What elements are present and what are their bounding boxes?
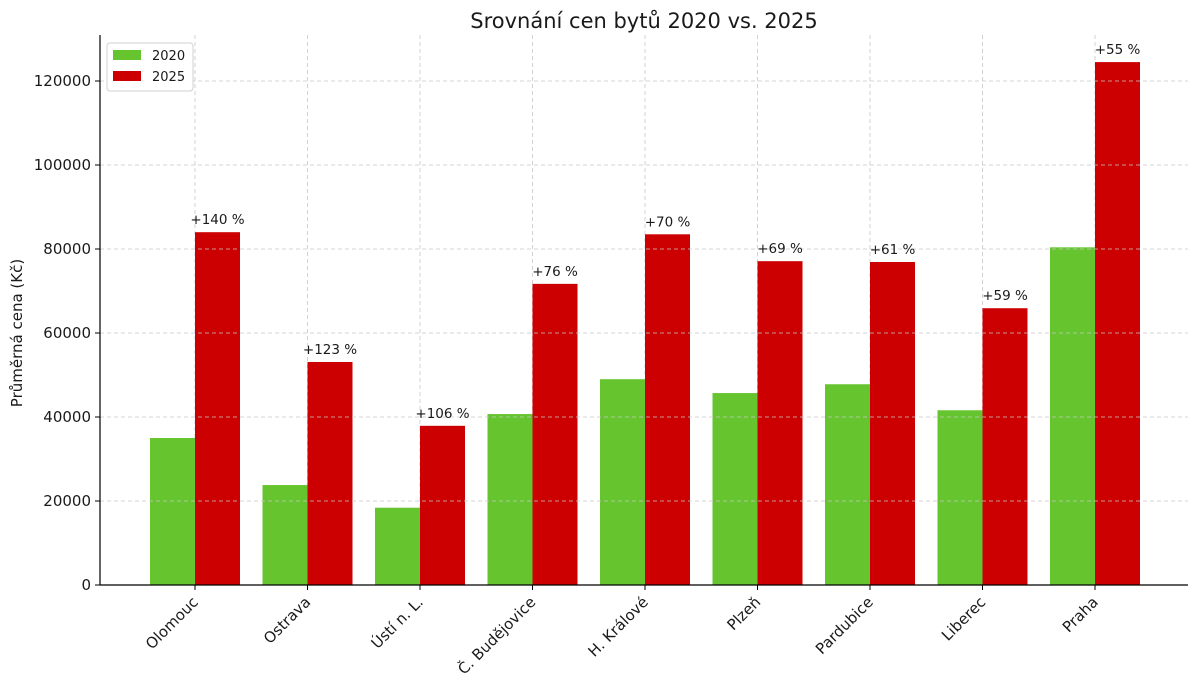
x-tick-label: Liberec: [938, 593, 989, 644]
x-tick-label: H. Králové: [585, 593, 652, 660]
bar-2020-7: [937, 410, 983, 585]
x-tick-label: Olomouc: [142, 593, 202, 653]
bar-2025-7: [982, 308, 1028, 585]
bar-2020-5: [712, 393, 758, 585]
growth-label: +106 %: [415, 406, 469, 422]
growth-label: +70 %: [645, 214, 691, 230]
legend-swatch-2020: [113, 50, 141, 60]
growth-label: +55 %: [1095, 42, 1141, 58]
growth-label: +59 %: [982, 288, 1028, 304]
bar-2025-5: [757, 261, 803, 585]
growth-label: +123 %: [303, 342, 357, 358]
y-tick-label: 80000: [43, 240, 91, 258]
x-tick-label: Ústí n. L.: [367, 592, 427, 652]
growth-label: +140 %: [190, 212, 244, 228]
y-tick-label: 60000: [43, 324, 91, 342]
legend-label: 2025: [152, 70, 185, 85]
bar-2020-0: [150, 438, 195, 585]
bar-2025-6: [870, 262, 915, 585]
x-tick-label: Praha: [1059, 593, 1102, 636]
y-tick-label: 40000: [43, 408, 91, 426]
bars: [150, 62, 1140, 586]
bar-2025-1: [307, 361, 353, 585]
y-tick-label: 100000: [34, 156, 91, 174]
legend: 2020 2025: [106, 42, 194, 92]
y-tick-label: 20000: [43, 492, 91, 510]
growth-label: +76 %: [532, 264, 578, 280]
chart-title: Srovnání cen bytů 2020 vs. 2025: [470, 9, 817, 33]
bar-2025-8: [1095, 62, 1140, 586]
bar-2025-0: [195, 232, 240, 585]
bar-2020-8: [1050, 247, 1095, 585]
legend-label: 2020: [152, 49, 185, 64]
y-tick-label: 0: [81, 576, 91, 594]
bar-2025-4: [645, 234, 690, 586]
bar-2025-3: [532, 283, 578, 585]
x-tick-label: Ostrava: [260, 593, 314, 647]
bar-2020-3: [487, 414, 533, 585]
bar-2020-1: [262, 485, 308, 585]
bar-2020-4: [600, 379, 645, 585]
bar-2025-2: [420, 425, 465, 585]
x-tick-label: Pardubice: [812, 593, 877, 658]
y-axis-label: Průměrná cena (Kč): [8, 259, 26, 407]
annotations: +140 % +123 % +106 % +76 % +70 % +69 % +61 % +5…: [190, 42, 1140, 422]
y-tick-label: 120000: [34, 72, 91, 90]
x-tick-label: Plzeň: [723, 593, 764, 634]
bar-2020-6: [825, 384, 870, 585]
x-tick-label: Č. Budějovice: [453, 592, 539, 678]
bar-2020-2: [375, 507, 420, 585]
legend-swatch-2025: [113, 71, 141, 81]
growth-label: +69 %: [757, 241, 803, 257]
growth-label: +61 %: [870, 242, 916, 258]
